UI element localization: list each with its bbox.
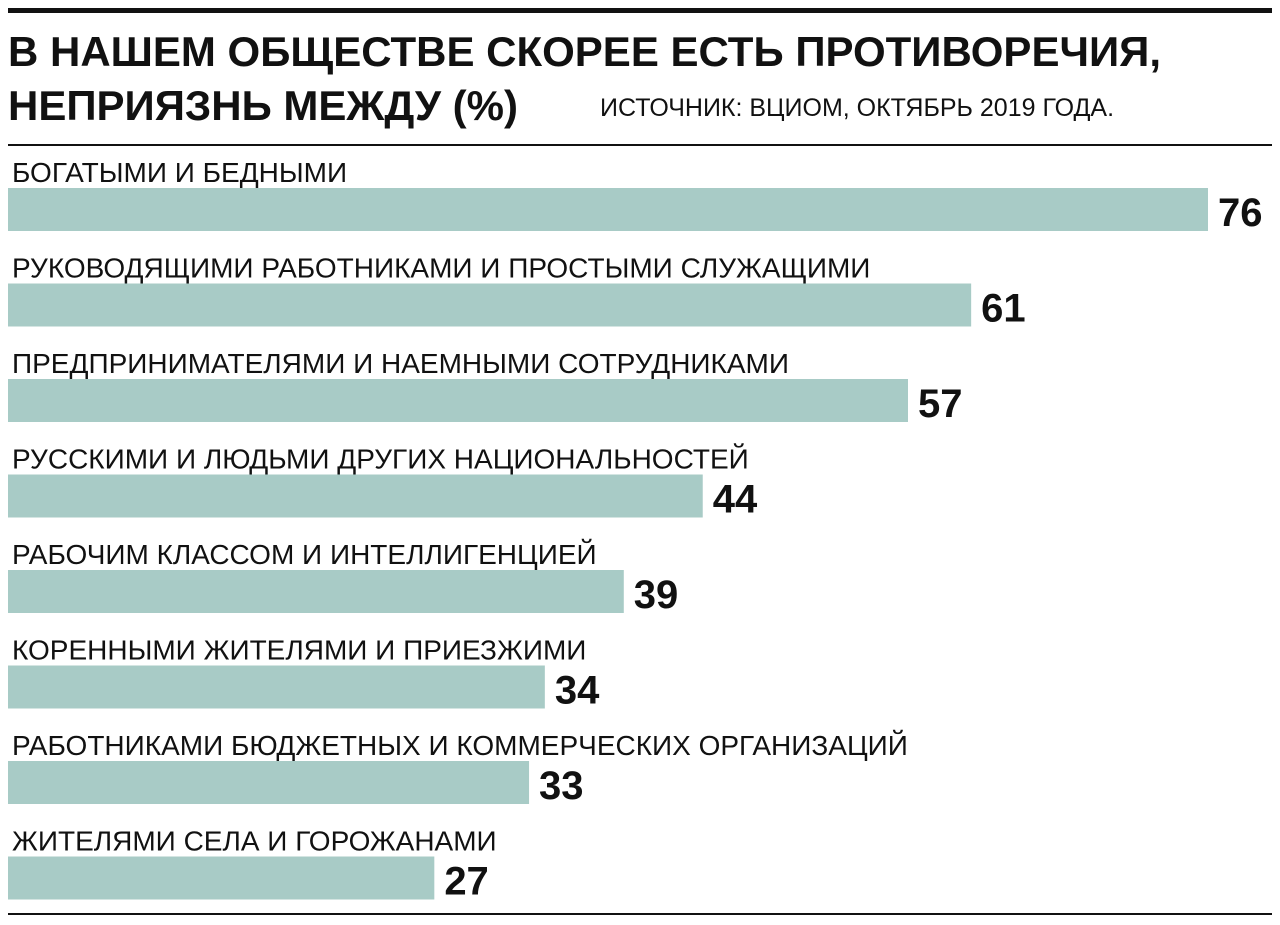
category-label: РАБОТНИКАМИ БЮДЖЕТНЫХ И КОММЕРЧЕСКИХ ОРГ… [12, 730, 908, 761]
value-label: 57 [918, 382, 963, 426]
top-rule [8, 8, 1272, 13]
source-note: ИСТОЧНИК: ВЦИОМ, ОКТЯБРЬ 2019 ГОДА. [600, 94, 1115, 122]
header-divider [8, 144, 1272, 146]
category-label: РУКОВОДЯЩИМИ РАБОТНИКАМИ И ПРОСТЫМИ СЛУЖ… [12, 253, 870, 284]
bar [8, 379, 908, 422]
value-label: 61 [981, 287, 1026, 331]
bar [8, 856, 435, 900]
value-label: 44 [713, 478, 758, 522]
bar [8, 188, 1208, 231]
category-label: КОРЕННЫМИ ЖИТЕЛЯМИ И ПРИЕЗЖИМИ [12, 635, 586, 666]
bar [8, 665, 545, 709]
category-label: БОГАТЫМИ И БЕДНЫМИ [12, 157, 347, 188]
value-label: 27 [444, 860, 489, 904]
category-label: ПРЕДПРИНИМАТЕЛЯМИ И НАЕМНЫМИ СОТРУДНИКАМ… [12, 348, 789, 379]
bar [8, 474, 703, 518]
bar [8, 283, 972, 327]
category-label: РАБОЧИМ КЛАССОМ И ИНТЕЛЛИГЕНЦИЕЙ [12, 539, 597, 570]
category-label: РУССКИМИ И ЛЮДЬМИ ДРУГИХ НАЦИОНАЛЬНОСТЕЙ [12, 444, 749, 475]
bottom-rule [8, 913, 1272, 915]
value-label: 34 [555, 669, 600, 713]
chart-title-line-2: НЕПРИЯЗНЬ МЕЖДУ (%) [8, 82, 518, 129]
value-label: 33 [539, 764, 584, 808]
value-label: 76 [1218, 191, 1263, 235]
category-label: ЖИТЕЛЯМИ СЕЛА И ГОРОЖАНАМИ [12, 826, 497, 857]
value-label: 39 [634, 573, 679, 617]
bar [8, 761, 530, 804]
bar [8, 570, 624, 613]
chart-title-line-1: В НАШЕМ ОБЩЕСТВЕ СКОРЕЕ ЕСТЬ ПРОТИВОРЕЧИ… [8, 28, 1162, 75]
